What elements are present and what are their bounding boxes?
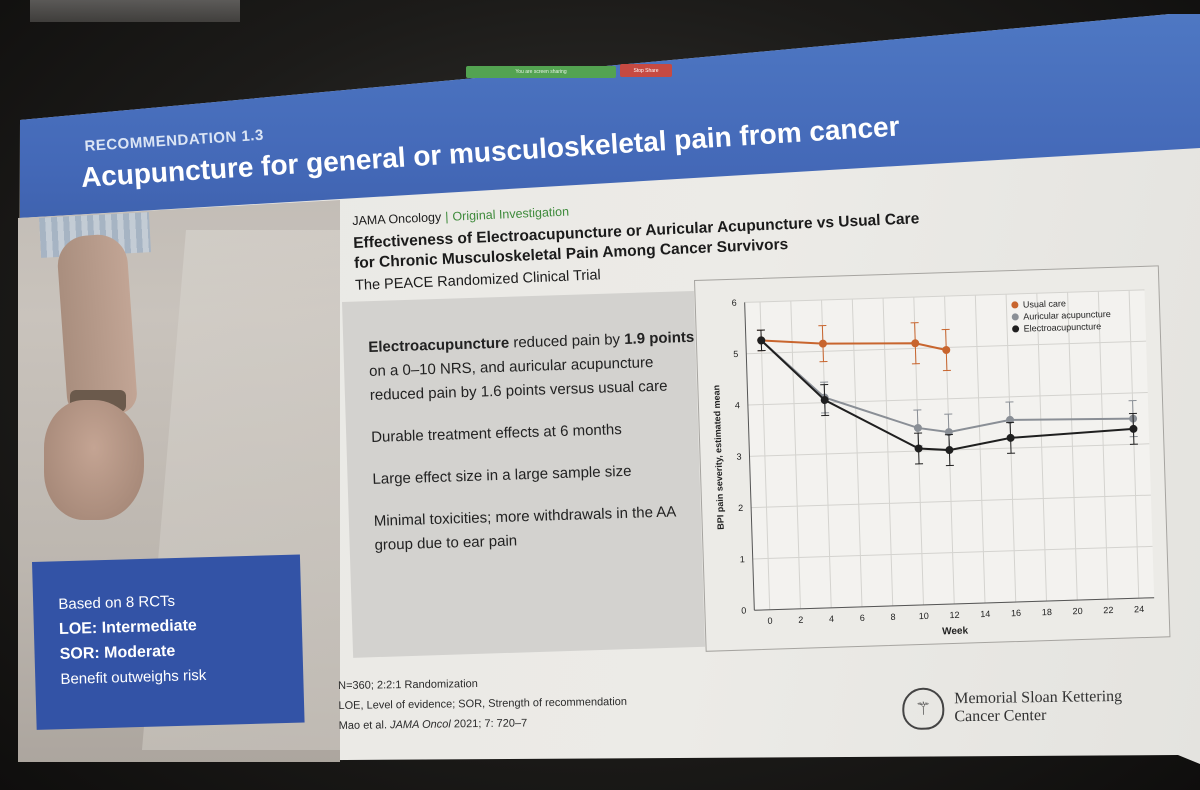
reference-journal: JAMA Oncol: [389, 718, 451, 732]
x-gridline: [1067, 292, 1078, 601]
x-tick-label: 12: [949, 610, 959, 620]
x-tick-label: 14: [980, 609, 990, 619]
x-tick-label: 18: [1042, 607, 1052, 617]
footnote-abbreviations: LOE, Level of evidence; SOR, Strength of…: [338, 695, 628, 712]
reference-authors: Mao et al.: [338, 719, 391, 732]
y-tick-label: 6: [732, 298, 737, 308]
y-tick-label: 2: [738, 503, 743, 513]
y-axis-label: BPI pain severity, estimated mean: [711, 385, 726, 530]
finding-4: Minimal toxicities; more withdrawals in …: [373, 503, 676, 554]
finding-1: Electroacupuncture reduced pain by 1.9 p…: [368, 326, 700, 408]
x-axis-label: Week: [942, 626, 969, 638]
data-point: [944, 428, 953, 437]
legend-label: Electroacupuncture: [1023, 321, 1101, 333]
msk-name-line-2: Cancer Center: [954, 706, 1047, 726]
finding-1-text-a: reduced pain by: [508, 330, 625, 352]
series-line: [761, 339, 947, 351]
x-tick-label: 8: [890, 612, 895, 622]
series-line: [760, 339, 1134, 434]
data-point: [913, 423, 922, 432]
x-gridline: [882, 298, 894, 606]
x-tick-label: 0: [767, 616, 772, 626]
evidence-text: Based on 8 RCTs LOE: Intermediate SOR: M…: [58, 588, 207, 692]
x-tick-label: 16: [1011, 608, 1021, 618]
journal-name: JAMA Oncology: [352, 210, 442, 228]
msk-emblem-icon: ⚚: [902, 687, 945, 730]
y-tick-label: 1: [740, 554, 745, 564]
footnotes: N=360; 2:2:1 Randomization LOE, Level of…: [338, 672, 627, 736]
ceiling-light: [30, 0, 240, 22]
data-point: [1129, 424, 1138, 433]
y-axis-line: [744, 302, 755, 611]
data-point: [757, 336, 766, 345]
data-point: [820, 396, 829, 405]
x-tick-label: 22: [1103, 605, 1113, 615]
findings-list: Electroacupuncture reduced pain by 1.9 p…: [368, 326, 705, 576]
footnote-reference: Mao et al. JAMA Oncol 2021; 7: 720–7: [339, 712, 628, 736]
data-point: [818, 339, 827, 348]
legend-marker: [1012, 325, 1020, 333]
stop-share-button[interactable]: Stop Share: [620, 64, 672, 77]
x-gridline: [1036, 293, 1048, 602]
msk-name-line-1: Memorial Sloan Kettering: [954, 687, 1123, 708]
finding-1-text-b: on a 0–10 NRS, and auricular acupuncture…: [368, 354, 668, 404]
finding-2: Durable treatment effects at 6 months: [370, 421, 623, 446]
data-point: [942, 346, 951, 355]
data-point: [914, 444, 923, 453]
legend-label: Usual care: [1023, 298, 1066, 309]
legend-marker: [1011, 301, 1019, 309]
y-tick-label: 0: [741, 606, 746, 616]
data-point: [1006, 433, 1015, 442]
x-gridline: [851, 299, 863, 607]
x-tick-label: 6: [860, 613, 865, 623]
evidence-benefit: Benefit outweighs risk: [60, 666, 207, 688]
screen-sharing-text: You are screen sharing: [515, 69, 567, 75]
x-axis-line: [754, 597, 1155, 611]
x-tick-label: 24: [1134, 604, 1144, 614]
legend-label: Auricular acupuncture: [1023, 309, 1111, 322]
legend-marker: [1011, 313, 1019, 321]
screen-sharing-banner: You are screen sharing: [466, 66, 616, 78]
y-tick-label: 4: [735, 400, 740, 410]
data-point: [911, 339, 920, 348]
x-gridline: [1097, 291, 1109, 600]
photo-hand: [44, 400, 144, 520]
data-point: [1006, 415, 1015, 424]
evidence-loe: LOE: Intermediate: [58, 617, 198, 638]
y-gridline: [744, 289, 1145, 303]
y-tick-label: 3: [736, 452, 741, 462]
finding-3: Large effect size in a large sample size: [372, 462, 632, 488]
x-tick-label: 20: [1072, 606, 1082, 616]
journal-separator: |: [444, 209, 449, 224]
chart-series: [756, 322, 1138, 467]
x-gridline: [974, 295, 986, 604]
x-tick-label: 2: [798, 615, 803, 625]
series-line: [760, 339, 1134, 452]
x-gridline: [790, 300, 801, 609]
y-tick-label: 5: [733, 349, 738, 359]
x-tick-label: 10: [919, 611, 929, 621]
x-gridline: [759, 301, 771, 610]
msk-logo: ⚚ Memorial Sloan Kettering Cancer Center: [902, 685, 1123, 730]
msk-name: Memorial Sloan Kettering Cancer Center: [954, 688, 1122, 726]
finding-1-bold-a: Electroacupuncture: [368, 334, 510, 356]
x-tick-label: 4: [829, 614, 834, 624]
data-point: [945, 446, 954, 455]
reference-volume: 2021; 7: 720–7: [450, 717, 528, 731]
finding-1-bold-b: 1.9 points: [623, 328, 695, 348]
